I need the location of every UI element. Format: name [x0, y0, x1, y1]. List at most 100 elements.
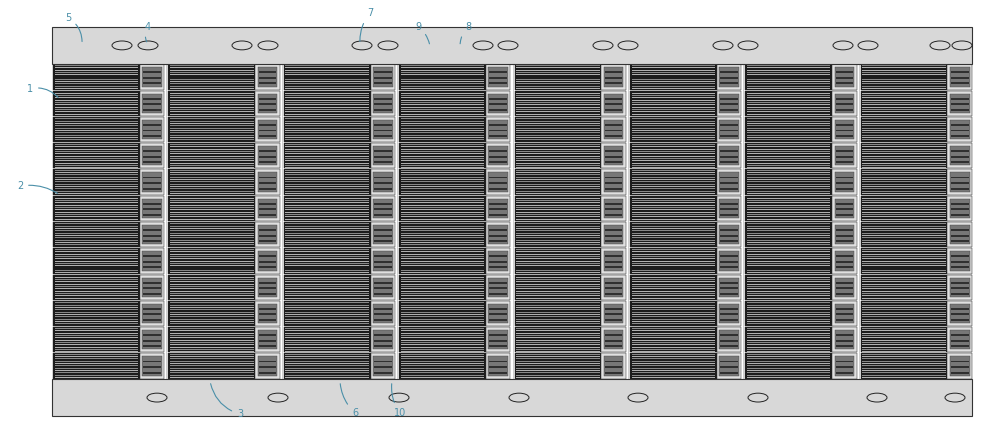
Bar	[285, 193, 369, 194]
Bar	[489, 82, 507, 84]
Bar	[516, 363, 600, 364]
Bar	[632, 193, 715, 194]
Bar	[170, 340, 254, 341]
Bar	[401, 349, 484, 350]
Bar	[632, 214, 715, 215]
Bar	[747, 130, 830, 131]
Bar	[717, 117, 741, 142]
Bar	[170, 151, 254, 152]
Bar	[516, 177, 600, 178]
Bar	[516, 361, 600, 362]
Bar	[401, 363, 484, 364]
Bar	[862, 370, 946, 371]
Bar	[605, 77, 622, 79]
Bar	[951, 314, 969, 315]
Bar	[401, 318, 484, 319]
Bar	[862, 188, 946, 189]
Bar	[285, 105, 369, 106]
Bar	[862, 191, 946, 192]
Bar	[719, 199, 739, 218]
Bar	[401, 261, 484, 262]
Bar	[142, 172, 162, 192]
Bar	[720, 282, 738, 284]
Bar	[488, 304, 508, 323]
Bar	[836, 124, 853, 126]
Bar	[285, 351, 369, 352]
Bar	[747, 174, 830, 175]
Bar	[862, 338, 946, 339]
Bar	[862, 354, 946, 355]
Bar	[862, 149, 946, 150]
Bar	[285, 344, 369, 345]
Bar	[516, 293, 600, 294]
Bar	[632, 363, 715, 364]
Bar	[516, 72, 600, 73]
Bar	[55, 296, 138, 297]
Bar	[285, 242, 369, 243]
Bar	[516, 284, 600, 285]
Bar	[55, 305, 138, 306]
Bar	[401, 72, 484, 73]
Bar	[258, 199, 277, 218]
Bar	[401, 158, 484, 159]
Bar	[747, 342, 830, 343]
Bar	[514, 354, 601, 379]
Bar	[285, 95, 369, 96]
Bar	[285, 81, 369, 82]
Bar	[259, 135, 276, 137]
Bar	[170, 228, 254, 229]
Bar	[55, 188, 138, 189]
Bar	[170, 123, 254, 124]
Bar	[951, 98, 969, 100]
Bar	[401, 70, 484, 71]
Bar	[140, 90, 164, 116]
Bar	[632, 321, 715, 322]
Bar	[55, 98, 138, 99]
Bar	[947, 143, 972, 168]
Bar	[170, 284, 254, 285]
Bar	[745, 90, 832, 116]
Bar	[862, 114, 946, 115]
Bar	[401, 69, 484, 70]
Bar	[401, 144, 484, 145]
Bar	[170, 156, 254, 157]
Bar	[862, 309, 946, 310]
Bar	[284, 196, 371, 221]
Bar	[720, 261, 738, 263]
Bar	[285, 191, 369, 192]
Bar	[255, 327, 280, 353]
Bar	[720, 214, 738, 216]
Bar	[862, 312, 946, 313]
Bar	[401, 337, 484, 338]
Bar	[285, 254, 369, 255]
Bar	[862, 256, 946, 257]
Bar	[401, 175, 484, 176]
Bar	[747, 270, 830, 271]
Bar	[401, 95, 484, 96]
Bar	[170, 254, 254, 255]
Bar	[516, 139, 600, 140]
Bar	[747, 200, 830, 201]
Bar	[170, 370, 254, 371]
Bar	[170, 102, 254, 103]
Bar	[489, 203, 507, 205]
Bar	[516, 307, 600, 308]
Bar	[170, 261, 254, 262]
Bar	[632, 375, 715, 376]
Bar	[374, 293, 392, 295]
Bar	[55, 111, 138, 112]
Bar	[747, 279, 830, 280]
Bar	[53, 248, 140, 274]
Bar	[374, 366, 392, 368]
Bar	[632, 291, 715, 292]
Bar	[862, 303, 946, 304]
Bar	[630, 90, 717, 116]
Bar	[861, 327, 947, 353]
Bar	[55, 74, 138, 75]
Bar	[747, 193, 830, 194]
Bar	[55, 249, 138, 250]
Bar	[951, 345, 969, 347]
Bar	[516, 270, 600, 271]
Bar	[55, 338, 138, 339]
Bar	[142, 120, 162, 139]
